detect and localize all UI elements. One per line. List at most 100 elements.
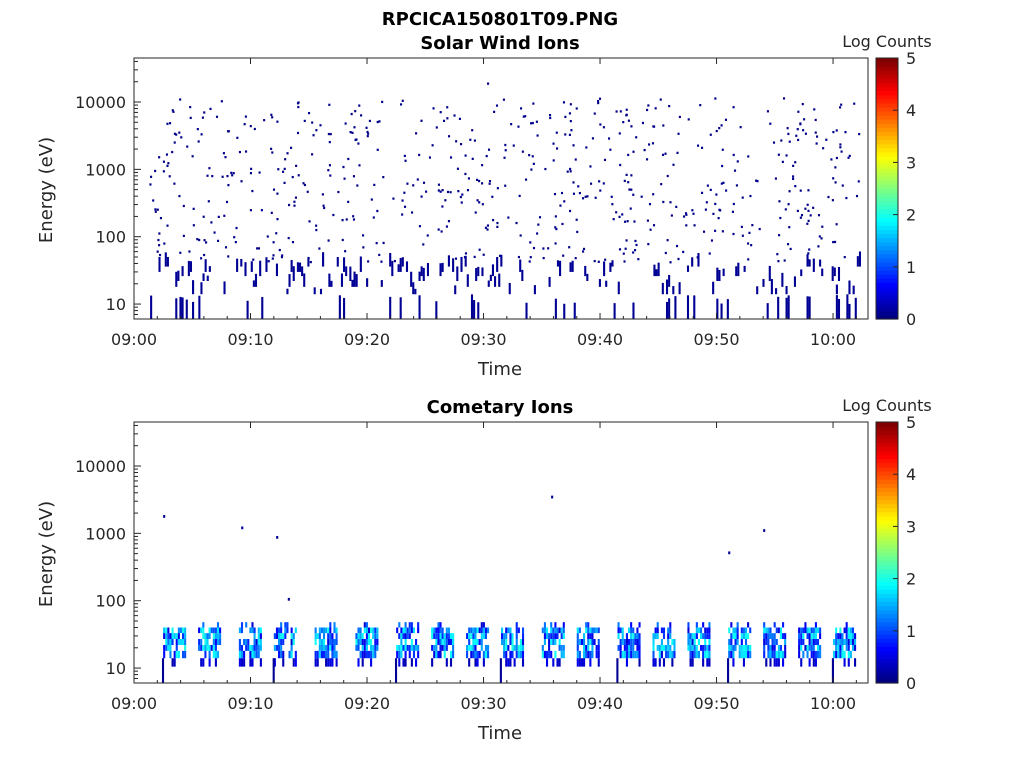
heatmap-cell <box>260 209 263 212</box>
heatmap-cell <box>521 627 525 634</box>
heatmap-cell <box>362 234 365 237</box>
heatmap-cell <box>441 262 444 272</box>
heatmap-cell <box>169 644 172 651</box>
heatmap-cell <box>584 195 587 198</box>
heatmap-cell <box>656 627 659 634</box>
heatmap-cell <box>459 195 462 199</box>
heatmap-cell <box>560 191 564 195</box>
heatmap-cell <box>282 650 285 659</box>
heatmap-cell <box>322 633 326 640</box>
x-tick-label: 09:30 <box>460 694 506 713</box>
heatmap-cell <box>841 644 844 651</box>
heatmap-cell <box>519 650 522 659</box>
heatmap-cell <box>792 177 795 181</box>
heatmap-cell <box>535 120 538 123</box>
heatmap-cell <box>847 658 850 667</box>
heatmap-cell <box>691 650 694 659</box>
heatmap-cell <box>618 132 621 135</box>
heatmap-cell <box>198 627 201 634</box>
colorbar-tick-label: 4 <box>906 465 916 484</box>
heatmap-cell <box>501 633 504 640</box>
heatmap-cell <box>625 650 628 659</box>
heatmap-cell <box>318 633 321 640</box>
heatmap-cell <box>332 213 335 217</box>
heatmap-cell <box>265 257 268 272</box>
heatmap-cell <box>507 658 510 667</box>
heatmap-cell <box>357 627 360 634</box>
heatmap-cell <box>854 633 857 640</box>
heatmap-cell <box>548 650 551 659</box>
heatmap-cell <box>223 281 226 295</box>
heatmap-cell <box>794 184 797 188</box>
heatmap-cell <box>449 658 453 667</box>
heatmap-cell <box>627 119 630 122</box>
heatmap-cell <box>536 232 539 235</box>
heatmap-cell <box>259 639 262 645</box>
heatmap-cell <box>236 136 239 139</box>
heatmap-cells-cometary <box>161 495 857 683</box>
heatmap-cell <box>562 622 565 628</box>
heatmap-cell <box>443 633 446 640</box>
heatmap-cell <box>484 650 488 659</box>
colorbar-step <box>876 237 898 243</box>
heatmap-cell <box>410 658 413 667</box>
colorbar-step <box>876 151 898 157</box>
heatmap-cell <box>622 252 625 255</box>
heatmap-cell <box>744 639 748 645</box>
heatmap-cell <box>763 644 766 651</box>
heatmap-cell <box>152 199 155 202</box>
heatmap-cell <box>415 658 418 667</box>
heatmap-cell <box>687 639 690 645</box>
heatmap-cell <box>612 218 615 221</box>
heatmap-cell <box>253 127 256 131</box>
heatmap-cell <box>693 639 696 645</box>
heatmap-cell <box>382 241 385 245</box>
heatmap-cell <box>552 658 555 667</box>
heatmap-cell <box>665 301 669 319</box>
heatmap-cell <box>666 174 669 178</box>
colorbar-tick-label: 3 <box>906 517 916 536</box>
heatmap-cell <box>714 97 717 100</box>
heatmap-cell <box>243 650 246 659</box>
x-tick-label: 10:00 <box>810 330 856 349</box>
heatmap-cell <box>202 622 205 628</box>
heatmap-cell <box>773 633 776 640</box>
heatmap-cell <box>617 281 620 295</box>
heatmap-cell <box>243 658 246 667</box>
heatmap-cell <box>347 200 350 204</box>
heatmap-cell <box>702 622 705 628</box>
heatmap-cell <box>417 650 420 659</box>
heatmap-cell <box>206 174 209 177</box>
heatmap-cell <box>637 258 640 261</box>
heatmap-cell <box>550 622 553 628</box>
heatmap-cell <box>481 203 484 206</box>
heatmap-cell <box>662 658 666 667</box>
heatmap-cell <box>414 288 417 295</box>
heatmap-cell <box>709 133 712 136</box>
heatmap-cell <box>325 644 328 651</box>
heatmap-cell <box>654 107 657 110</box>
heatmap-cell <box>278 639 281 645</box>
heatmap-cell <box>814 118 817 122</box>
heatmap-cell <box>691 633 694 640</box>
heatmap-cell <box>591 650 594 659</box>
heatmap-cell <box>359 639 362 645</box>
heatmap-cell <box>175 650 178 659</box>
heatmap-cell <box>586 195 589 198</box>
heatmap-cell <box>445 627 448 634</box>
x-tick-label: 09:40 <box>577 694 623 713</box>
heatmap-cell <box>221 175 224 178</box>
heatmap-cell <box>692 212 695 215</box>
heatmap-cell <box>841 184 844 187</box>
heatmap-cell <box>814 627 817 634</box>
heatmap-cell <box>352 175 356 178</box>
heatmap-cell <box>804 132 807 135</box>
heatmap-cell <box>767 644 770 651</box>
heatmap-cell <box>521 150 524 153</box>
heatmap-cell <box>661 282 664 295</box>
heatmap-cell <box>511 639 514 645</box>
heatmap-cell <box>806 296 809 319</box>
heatmap-cell <box>800 658 803 667</box>
heatmap-cell <box>697 639 700 645</box>
heatmap-cell <box>437 639 440 645</box>
